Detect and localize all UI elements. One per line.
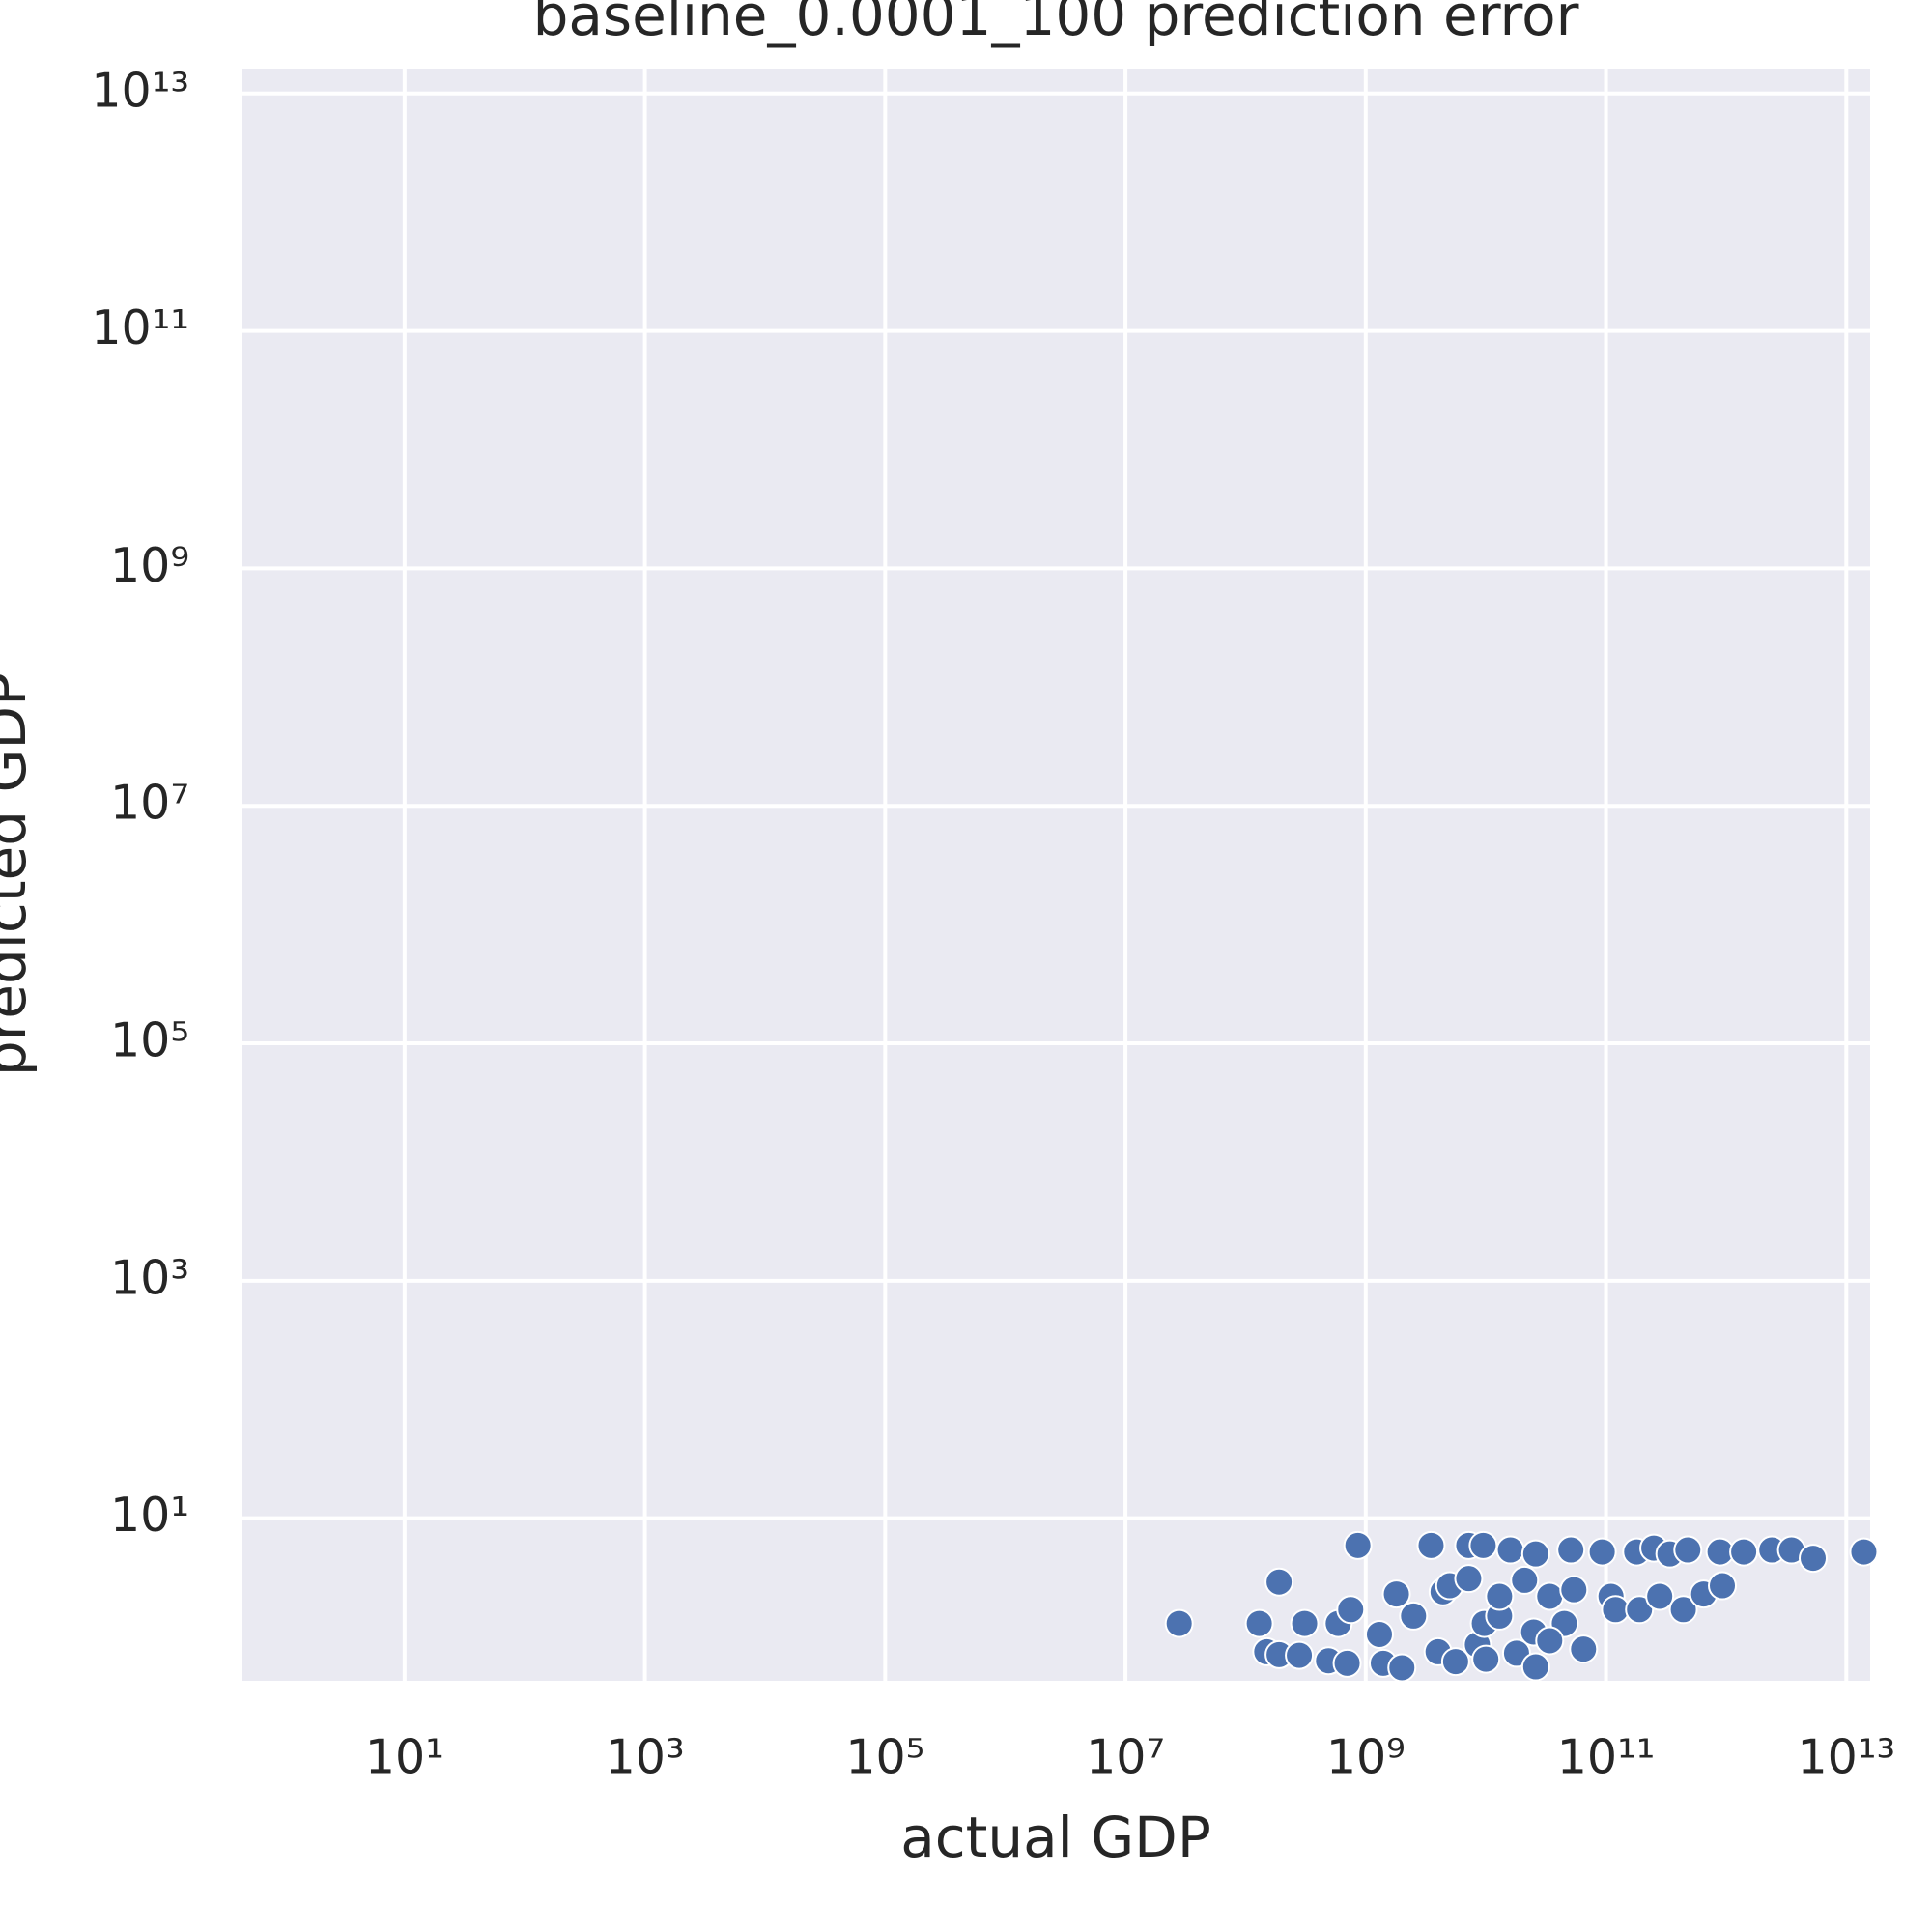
point <box>1495 1535 1525 1565</box>
point <box>1510 1565 1540 1595</box>
point <box>1668 1595 1698 1625</box>
point <box>1343 1530 1373 1560</box>
point <box>1849 1537 1879 1567</box>
point <box>1336 1595 1366 1625</box>
y-axis-label: predicted GDP <box>0 672 39 1076</box>
point <box>1399 1601 1429 1631</box>
point <box>1285 1640 1315 1670</box>
x-tick-label: 10⁷ <box>1086 1730 1165 1785</box>
point <box>1454 1564 1484 1594</box>
x-axis-label: actual GDP <box>900 1804 1211 1870</box>
point <box>1673 1535 1703 1565</box>
point <box>1468 1530 1498 1560</box>
point <box>1364 1619 1394 1649</box>
grid <box>242 69 1870 1681</box>
point <box>1387 1653 1417 1683</box>
x-tick-label: 10¹³ <box>1797 1730 1895 1785</box>
x-tick-label: 10¹ <box>365 1730 444 1785</box>
point <box>1729 1537 1759 1567</box>
y-tick-label: 10³ <box>110 1250 189 1305</box>
point <box>1416 1530 1446 1560</box>
point <box>1587 1537 1617 1567</box>
plot-area <box>242 69 1870 1681</box>
point <box>1559 1575 1589 1605</box>
point <box>1625 1595 1655 1625</box>
point <box>1535 1626 1565 1656</box>
point <box>1601 1595 1631 1625</box>
y-tick-label: 10⁹ <box>110 538 189 593</box>
point <box>1799 1544 1829 1574</box>
point <box>1290 1608 1320 1638</box>
chart-title: baseline_0.0001_100 prediction error <box>533 0 1579 48</box>
point <box>1645 1581 1675 1611</box>
point <box>1569 1634 1599 1664</box>
y-tick-label: 10¹³ <box>91 63 189 118</box>
point <box>1535 1581 1565 1611</box>
points <box>1164 1530 1879 1683</box>
y-tick-label: 10¹ <box>110 1488 189 1543</box>
x-tick-label: 10¹¹ <box>1557 1730 1656 1785</box>
point <box>1520 1652 1550 1682</box>
y-tick-label: 10⁷ <box>110 776 189 831</box>
point <box>1556 1535 1586 1565</box>
x-tick-label: 10⁵ <box>845 1730 924 1785</box>
point <box>1381 1579 1411 1609</box>
y-tick-label: 10⁵ <box>110 1013 189 1068</box>
point <box>1520 1539 1550 1569</box>
x-tick-label: 10⁹ <box>1326 1730 1406 1785</box>
point <box>1485 1581 1515 1611</box>
point <box>1264 1567 1294 1597</box>
point <box>1332 1648 1362 1678</box>
point <box>1244 1608 1274 1638</box>
point <box>1440 1647 1470 1677</box>
point <box>1471 1644 1501 1674</box>
y-tick-label: 10¹¹ <box>91 300 189 355</box>
x-tick-label: 10³ <box>606 1730 685 1785</box>
point <box>1708 1571 1738 1601</box>
point <box>1164 1608 1194 1638</box>
